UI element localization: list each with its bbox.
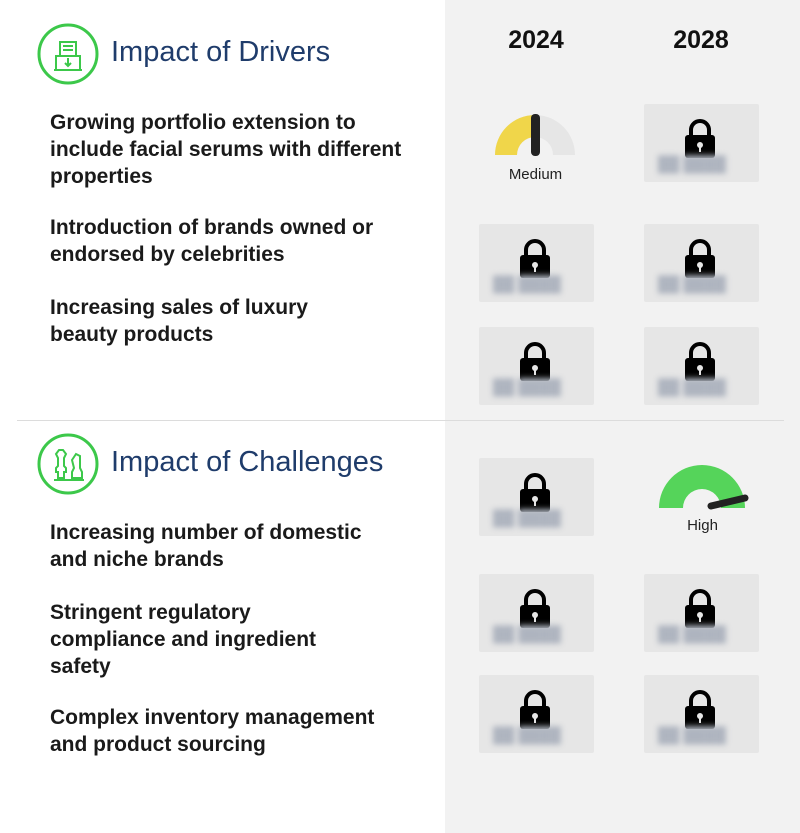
gauge-label: High (687, 517, 718, 534)
column-header-2024: 2024 (508, 26, 564, 54)
lock-icon (685, 119, 715, 158)
drivers-icon (36, 22, 100, 86)
lock-icon (520, 589, 550, 628)
lock-icon (520, 342, 550, 381)
locked-cell[interactable]: ██ ████ (644, 675, 759, 753)
challenges-section-title: Impact of Challenges (111, 446, 384, 478)
lock-icon (685, 690, 715, 729)
chess-icon (36, 432, 100, 496)
lock-icon (520, 239, 550, 278)
lock-icon (685, 239, 715, 278)
challenge-item-3: Complex inventory management and product… (50, 706, 375, 756)
locked-cell[interactable]: ██ ████ (479, 675, 594, 753)
driver-item-3: Increasing sales of luxury beauty produc… (50, 296, 308, 346)
gauge-medium-driver-1-2024: Medium (478, 108, 593, 188)
locked-cell[interactable]: ██ ████ (479, 327, 594, 405)
lock-icon (685, 589, 715, 628)
locked-cell[interactable]: ██ ████ (644, 574, 759, 652)
driver-item-2: Introduction of brands owned or endorsed… (50, 216, 374, 266)
challenge-item-1: Increasing number of domestic and niche … (50, 521, 362, 571)
challenge-item-2: Stringent regulatory compliance and ingr… (50, 601, 317, 678)
drivers-section-title: Impact of Drivers (111, 36, 331, 68)
lock-icon (520, 690, 550, 729)
column-header-2028: 2028 (673, 26, 729, 54)
section-divider (17, 420, 784, 421)
locked-cell[interactable]: ██ ████ (479, 458, 594, 536)
locked-cell[interactable]: ██ ████ (479, 224, 594, 302)
gauge-label: Medium (508, 166, 563, 183)
driver-item-1: Growing portfolio extension to include f… (50, 111, 402, 188)
lock-icon (685, 342, 715, 381)
lock-icon (520, 473, 550, 512)
gauge-high-challenge-1-2028: High (645, 462, 760, 542)
locked-cell[interactable]: ██ ████ (479, 574, 594, 652)
locked-cell[interactable]: ██ ████ (644, 327, 759, 405)
locked-cell[interactable]: ██ ████ (644, 104, 759, 182)
locked-cell[interactable]: ██ ████ (644, 224, 759, 302)
